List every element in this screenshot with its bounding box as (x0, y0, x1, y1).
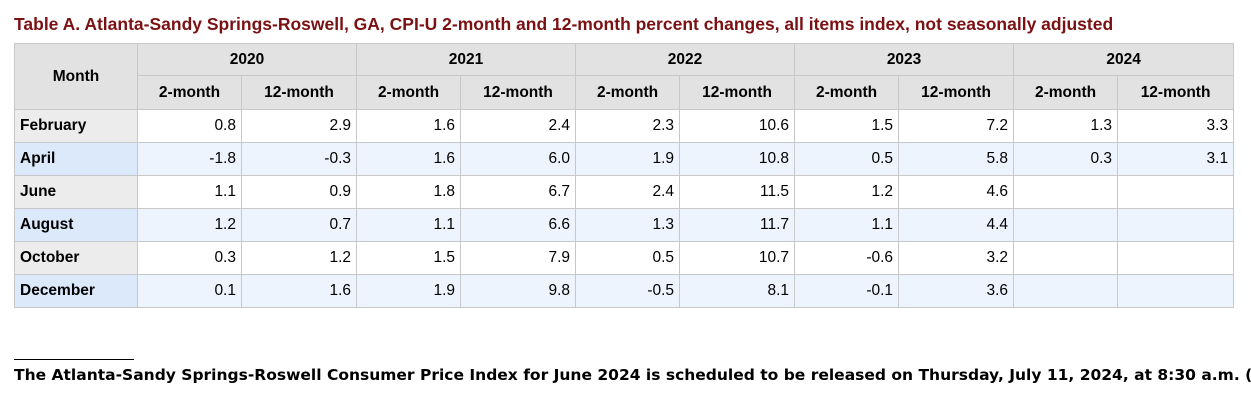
value-cell: 11.7 (679, 208, 796, 242)
value-cell: 9.8 (460, 274, 577, 308)
value-cell: -0.1 (794, 274, 900, 308)
value-cell: 1.3 (575, 208, 681, 242)
year-header: 2021 (356, 43, 577, 76)
value-cell: 3.2 (898, 241, 1015, 275)
value-cell: 3.3 (1117, 109, 1235, 143)
value-cell: 1.3 (1013, 109, 1119, 143)
table-row: August 1.2 0.7 1.1 6.6 1.3 11.7 1.1 4.4 (14, 208, 1235, 242)
value-cell: -1.8 (137, 142, 242, 176)
value-cell: -0.5 (575, 274, 681, 308)
value-cell: 1.6 (356, 142, 462, 176)
value-cell: 6.7 (460, 175, 577, 209)
value-cell: 0.5 (794, 142, 900, 176)
year-header: 2022 (575, 43, 796, 76)
value-cell (1117, 208, 1235, 242)
year-header: 2020 (136, 43, 358, 76)
year-header: 2024 (1013, 43, 1235, 76)
value-cell: 1.9 (575, 142, 681, 176)
cpi-table: Month 2020 2021 2022 2023 2024 2-month 1… (14, 43, 1235, 308)
value-cell: 0.9 (240, 175, 358, 209)
value-cell: 2.4 (575, 175, 681, 209)
month-cell: April (14, 142, 138, 176)
month-cell: February (14, 109, 138, 143)
month-cell: June (14, 175, 138, 209)
period-header: 2-month (794, 75, 900, 110)
table-row: June 1.1 0.9 1.8 6.7 2.4 11.5 1.2 4.6 (14, 175, 1235, 209)
value-cell: 0.3 (1013, 142, 1119, 176)
table-row: October 0.3 1.2 1.5 7.9 0.5 10.7 -0.6 3.… (14, 241, 1235, 275)
value-cell: 0.5 (575, 241, 681, 275)
value-cell: 1.2 (137, 208, 242, 242)
value-cell: 7.2 (898, 109, 1015, 143)
value-cell (1013, 208, 1119, 242)
value-cell: 3.1 (1117, 142, 1235, 176)
period-header: 12-month (460, 75, 577, 110)
value-cell (1117, 175, 1235, 209)
month-header: Month (14, 43, 138, 110)
value-cell: 1.1 (356, 208, 462, 242)
value-cell: 1.2 (794, 175, 900, 209)
value-cell: 2.9 (240, 109, 358, 143)
value-cell: 1.5 (794, 109, 900, 143)
value-cell: 4.6 (898, 175, 1015, 209)
value-cell: 0.1 (137, 274, 242, 308)
value-cell: 1.1 (137, 175, 242, 209)
period-header: 2-month (137, 75, 242, 110)
month-cell: August (14, 208, 138, 242)
period-header: 2-month (356, 75, 462, 110)
value-cell: 1.2 (240, 241, 358, 275)
value-cell: 6.6 (460, 208, 577, 242)
value-cell: 10.7 (679, 241, 796, 275)
period-header: 12-month (1117, 75, 1235, 110)
table-title: Table A. Atlanta-Sandy Springs-Roswell, … (14, 14, 1114, 34)
value-cell: 10.6 (679, 109, 796, 143)
value-cell: -0.3 (240, 142, 358, 176)
value-cell: 4.4 (898, 208, 1015, 242)
value-cell (1013, 241, 1119, 275)
value-cell: 0.7 (240, 208, 358, 242)
month-cell: October (14, 241, 138, 275)
period-header: 12-month (679, 75, 796, 110)
value-cell: 1.1 (794, 208, 900, 242)
value-cell: 3.6 (898, 274, 1015, 308)
value-cell: 5.8 (898, 142, 1015, 176)
value-cell: 0.3 (137, 241, 242, 275)
value-cell (1013, 274, 1119, 308)
value-cell: 6.0 (460, 142, 577, 176)
footnote-divider (14, 359, 134, 360)
period-header: 12-month (898, 75, 1015, 110)
value-cell: 1.6 (240, 274, 358, 308)
value-cell: -0.6 (794, 241, 900, 275)
value-cell: 10.8 (679, 142, 796, 176)
value-cell: 1.9 (356, 274, 462, 308)
value-cell: 2.3 (575, 109, 681, 143)
period-header: 2-month (1013, 75, 1119, 110)
value-cell: 7.9 (460, 241, 577, 275)
value-cell: 1.8 (356, 175, 462, 209)
value-cell: 8.1 (679, 274, 796, 308)
value-cell (1013, 175, 1119, 209)
value-cell: 1.6 (356, 109, 462, 143)
period-header: 2-month (575, 75, 681, 110)
table-row: April -1.8 -0.3 1.6 6.0 1.9 10.8 0.5 5.8… (14, 142, 1235, 176)
value-cell: 2.4 (460, 109, 577, 143)
release-footnote: The Atlanta-Sandy Springs-Roswell Consum… (14, 366, 1251, 384)
month-cell: December (14, 274, 138, 308)
value-cell: 0.8 (137, 109, 242, 143)
period-header: 12-month (240, 75, 358, 110)
value-cell (1117, 274, 1235, 308)
value-cell (1117, 241, 1235, 275)
table-row: February 0.8 2.9 1.6 2.4 2.3 10.6 1.5 7.… (14, 109, 1235, 143)
value-cell: 1.5 (356, 241, 462, 275)
year-header: 2023 (794, 43, 1015, 76)
table-row: December 0.1 1.6 1.9 9.8 -0.5 8.1 -0.1 3… (14, 274, 1235, 308)
value-cell: 11.5 (679, 175, 796, 209)
